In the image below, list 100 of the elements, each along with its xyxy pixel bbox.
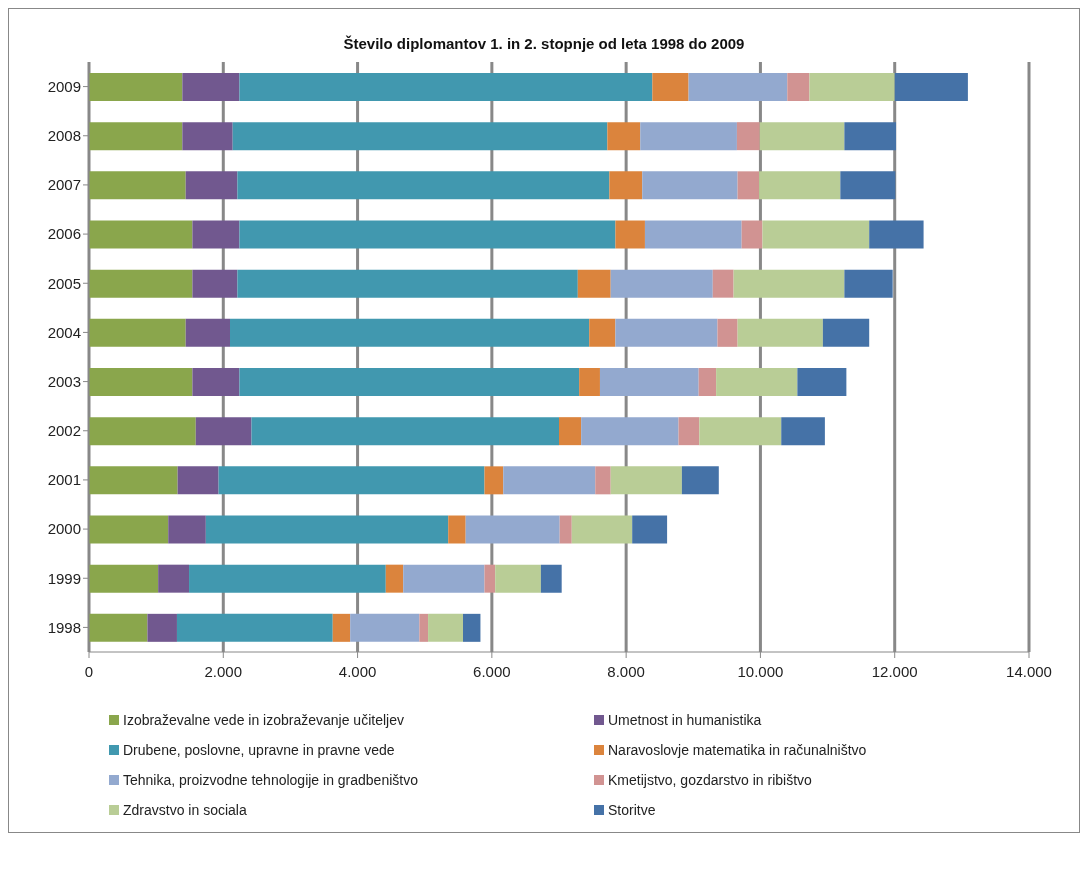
legend-label: Tehnika, proizvodne tehnologije in gradbeništvo [123, 772, 418, 788]
bar [644, 220, 742, 249]
bar [89, 318, 186, 347]
bar [251, 417, 559, 446]
bar [237, 269, 578, 298]
bar [239, 220, 616, 249]
bar [741, 220, 763, 249]
bar [894, 73, 968, 101]
bar [736, 122, 760, 151]
bar [89, 122, 183, 151]
bar [182, 122, 233, 151]
bar [182, 73, 240, 101]
bar [89, 515, 169, 544]
bar [158, 564, 190, 593]
x-tick-label: 0 [84, 662, 94, 680]
bar [239, 368, 580, 396]
bar [652, 73, 689, 101]
bar [615, 220, 645, 249]
bar [759, 122, 845, 151]
bar [781, 417, 825, 446]
bar [609, 171, 643, 200]
y-tick-label: 2009 [47, 77, 81, 95]
bar [332, 613, 351, 642]
bar [89, 269, 193, 298]
y-tick-label: 2006 [47, 225, 81, 243]
legend-label: Kmetijstvo, gozdarstvo in ribištvo [608, 772, 812, 788]
bar [168, 515, 206, 544]
bar [195, 417, 252, 446]
bar [89, 466, 178, 495]
bar [448, 515, 466, 544]
bar [385, 564, 404, 593]
bar [797, 368, 847, 396]
bar [610, 466, 682, 495]
bar [809, 73, 895, 101]
x-tick-label: 10.000 [737, 662, 784, 680]
legend-label: Naravoslovje matematika in računalništvo [608, 742, 867, 758]
y-tick-label: 2004 [47, 323, 81, 341]
bar [595, 466, 611, 495]
bar [787, 73, 810, 101]
x-tick-label: 4.000 [338, 662, 377, 680]
bar [239, 73, 653, 101]
x-tick-label: 14.000 [1006, 662, 1052, 680]
y-tick-label: 1999 [47, 569, 81, 587]
bar [712, 269, 734, 298]
y-tick-label: 2007 [47, 176, 81, 194]
bar [737, 171, 760, 200]
bar [462, 613, 481, 642]
bar [237, 171, 610, 200]
bar [192, 368, 240, 396]
y-tick-label: 2008 [47, 127, 81, 145]
bar [844, 122, 897, 151]
bar [840, 171, 896, 200]
bar [350, 613, 420, 642]
y-tick-label: 2001 [47, 471, 81, 489]
bar [89, 613, 148, 642]
bar [571, 515, 633, 544]
bar [495, 564, 541, 593]
bar [185, 171, 238, 200]
bar [716, 368, 798, 396]
bar [642, 171, 738, 200]
bar [89, 220, 193, 249]
bar [822, 318, 870, 347]
legend-label: Storitve [608, 802, 656, 818]
y-tick-label: 2000 [47, 520, 81, 538]
bar [540, 564, 562, 593]
bar [189, 564, 386, 593]
bar [599, 368, 699, 396]
bar [699, 417, 782, 446]
bar [89, 368, 193, 396]
bar [218, 466, 485, 495]
bar [733, 269, 845, 298]
bar [484, 466, 504, 495]
legend-label: Izobraževalne vede in izobraževanje učiteljev [123, 712, 404, 728]
chart-title: Število diplomantov 1. in 2. stopnje od leta 1998 do 2009 [342, 35, 746, 52]
bar [484, 564, 496, 593]
bar [589, 318, 616, 347]
x-tick-label: 12.000 [871, 662, 918, 680]
bar [678, 417, 700, 446]
y-tick-label: 1998 [47, 618, 81, 636]
bar [147, 613, 177, 642]
legend-label: Umetnost in humanistika [608, 712, 762, 728]
y-tick-label: 2003 [47, 372, 81, 390]
bar [762, 220, 870, 249]
bar [230, 318, 590, 347]
bar [205, 515, 449, 544]
legend-label: Drubene, poslovne, upravne in pravne vede [123, 742, 395, 758]
bar [89, 564, 159, 593]
bar [89, 171, 186, 200]
bar [89, 417, 196, 446]
bar [759, 171, 841, 200]
bar [737, 318, 823, 347]
bar [698, 368, 717, 396]
bar [192, 220, 240, 249]
bar [640, 122, 737, 151]
bar [176, 613, 333, 642]
bar [577, 269, 611, 298]
bar [607, 122, 641, 151]
bar [428, 613, 463, 642]
bar [232, 122, 608, 151]
y-tick-label: 2002 [47, 422, 81, 440]
